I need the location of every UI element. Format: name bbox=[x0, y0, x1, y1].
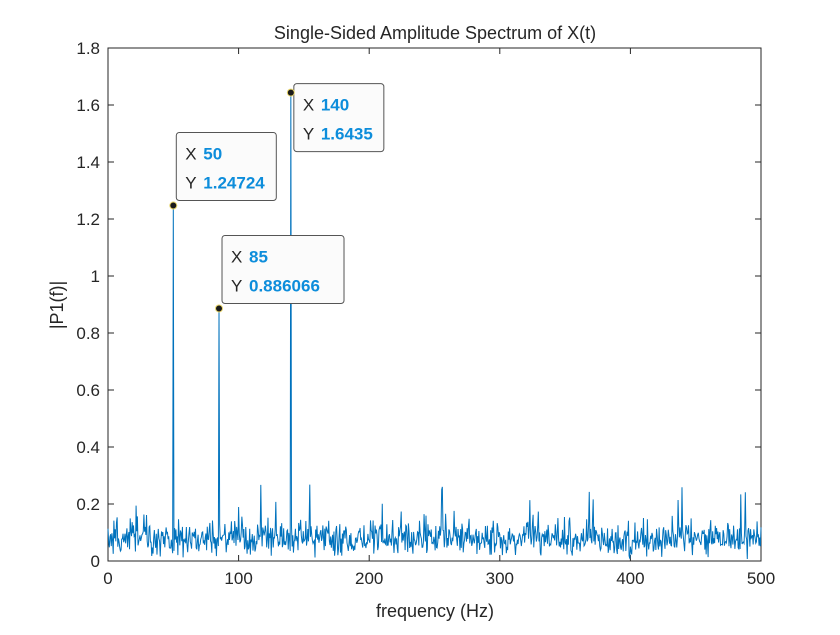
y-tick-label: 1.8 bbox=[76, 39, 100, 58]
x-tick-label: 100 bbox=[224, 569, 252, 588]
datatip-x-value: 140 bbox=[321, 96, 349, 115]
datatip-x-value: 85 bbox=[249, 247, 268, 266]
y-tick-label: 0.2 bbox=[76, 495, 100, 514]
datatip-marker bbox=[286, 88, 295, 97]
spectrum-line bbox=[107, 92, 762, 560]
y-tick-label: 0.6 bbox=[76, 381, 100, 400]
datatip-x-label: X bbox=[231, 247, 242, 266]
x-tick-label: 0 bbox=[103, 569, 112, 588]
y-tick-label: 1 bbox=[91, 267, 100, 286]
axes-box bbox=[107, 47, 762, 562]
x-tick-label: 500 bbox=[747, 569, 775, 588]
x-tick-label: 400 bbox=[616, 569, 644, 588]
y-axis-label: |P1(f)| bbox=[47, 281, 67, 329]
y-tick-label: 1.2 bbox=[76, 210, 100, 229]
x-axis-label: frequency (Hz) bbox=[376, 601, 494, 621]
y-tick-label: 0 bbox=[91, 552, 100, 571]
chart-title: Single-Sided Amplitude Spectrum of X(t) bbox=[274, 23, 596, 43]
datatip-marker bbox=[169, 201, 178, 210]
datatip-box bbox=[221, 234, 345, 304]
datatip-y-value: 1.24724 bbox=[203, 174, 265, 193]
datatip-y-value: 0.886066 bbox=[249, 276, 320, 295]
datatip-box bbox=[293, 83, 385, 153]
y-tick-label: 1.6 bbox=[76, 96, 100, 115]
y-tick-label: 0.4 bbox=[76, 438, 100, 457]
x-tick-label: 200 bbox=[355, 569, 383, 588]
datatip-marker bbox=[215, 304, 224, 313]
y-tick-label: 1.4 bbox=[76, 153, 100, 172]
datatip-x-value: 50 bbox=[203, 145, 222, 164]
datatip-y-label: Y bbox=[231, 276, 242, 295]
y-tick-label: 0.8 bbox=[76, 324, 100, 343]
datatip-x-label: X bbox=[303, 96, 314, 115]
datatip-y-label: Y bbox=[303, 125, 314, 144]
datatip-x-label: X bbox=[185, 145, 196, 164]
x-tick-label: 300 bbox=[486, 569, 514, 588]
datatip-y-label: Y bbox=[185, 174, 196, 193]
datatip-y-value: 1.6435 bbox=[321, 125, 373, 144]
plot-area: 0 100 200 300 400 500 0 0.2 0.4 0.6 0.8 1 1.2 1.4 1.6 1… bbox=[76, 39, 775, 588]
datatip-box bbox=[175, 132, 277, 202]
